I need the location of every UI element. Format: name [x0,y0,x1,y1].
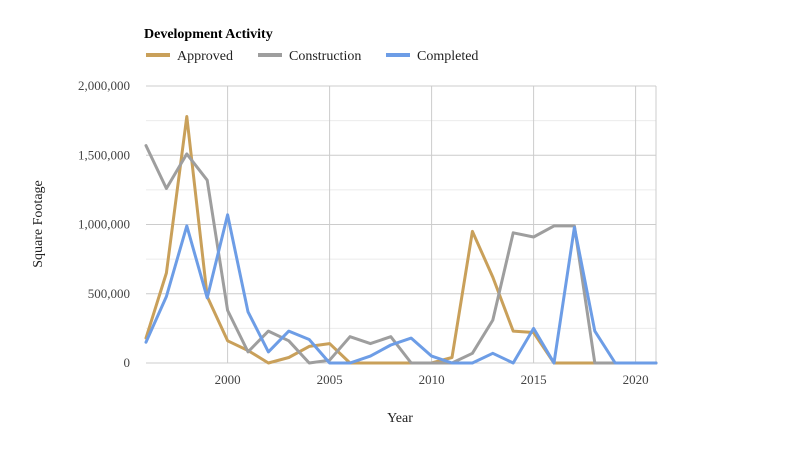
x-tick-label: 2000 [215,372,241,387]
y-tick-label: 1,000,000 [78,217,130,232]
y-axis-ticks: 0 500,000 1,000,000 1,500,000 2,000,000 [78,78,130,370]
legend-label-construction: Construction [289,49,361,64]
series-line-construction [144,144,658,365]
y-axis-title: Square Footage [31,180,46,267]
grid [146,85,657,364]
y-tick-label: 1,500,000 [78,147,130,162]
x-axis-title: Year [387,411,413,426]
x-tick-label: 2015 [521,372,547,387]
series-line-approved [144,115,658,365]
series-lines [144,115,658,365]
legend-label-approved: Approved [177,49,233,64]
x-axis-ticks: 2000 2005 2010 2015 2020 [215,372,649,387]
x-tick-label: 2005 [317,372,343,387]
y-tick-label: 500,000 [88,286,130,301]
legend: Approved Construction Completed [146,49,478,64]
series-line-completed [144,213,658,365]
chart-title: Development Activity [144,27,273,42]
legend-label-completed: Completed [417,49,478,64]
x-tick-label: 2010 [419,372,445,387]
x-tick-label: 2020 [623,372,649,387]
y-tick-label: 0 [124,355,131,370]
y-tick-label: 2,000,000 [78,78,130,93]
